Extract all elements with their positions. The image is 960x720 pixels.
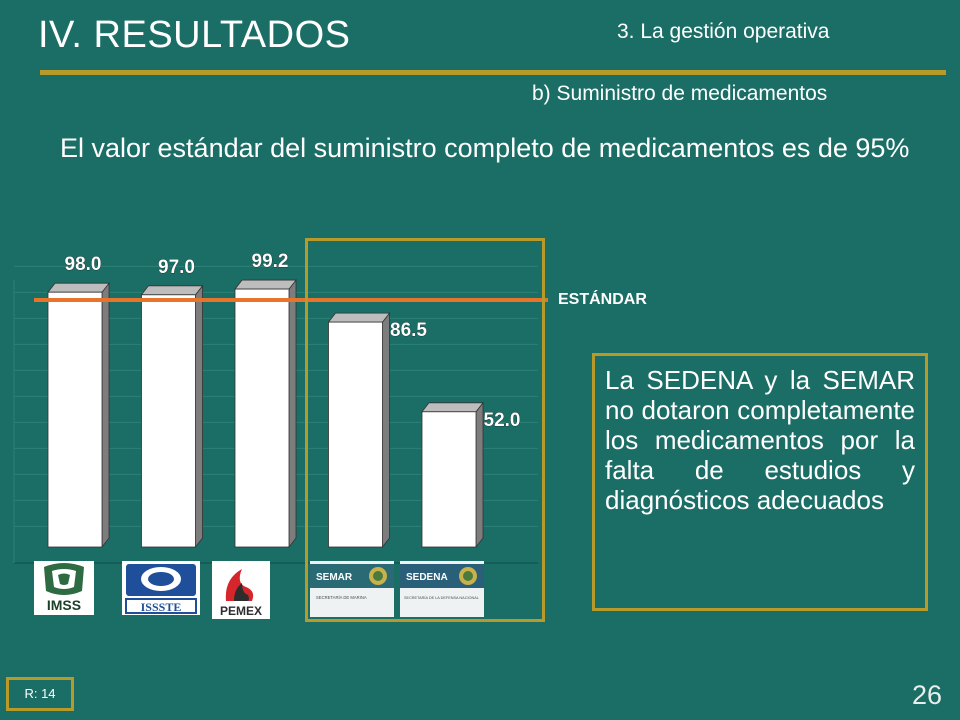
page-title: IV. RESULTADOS (38, 14, 351, 56)
lead-statement: El valor estándar del suministro complet… (60, 133, 910, 163)
semar-logo-subtext: SECRETARÍA DE MARINA (316, 595, 367, 600)
bar-imss (47, 282, 110, 549)
bar-front (234, 288, 290, 548)
bar-front (141, 294, 196, 548)
sedena-emblem-icon: SEDENA SECRETARÍA DE LA DEFENSA NACIONAL (400, 561, 484, 617)
chart-value-labels: 98.0 97.0 99.2 86.5 52.0 (64, 251, 521, 431)
chart-bars (47, 278, 484, 549)
semar-emblem-icon: SEMAR SECRETARÍA DE MARINA (310, 561, 394, 617)
reference-code: R: 14 (24, 686, 56, 701)
bar-side (288, 278, 297, 549)
page-number: 26 (912, 680, 943, 710)
bar-semar (327, 311, 391, 549)
bar-value-label: 52.0 (484, 410, 521, 431)
bar-side (195, 284, 203, 549)
bar-front (47, 291, 103, 548)
pemex-logo: PEMEX (212, 561, 270, 619)
semar-logo-text: SEMAR (316, 572, 353, 583)
semar-sedena-highlight-frame (305, 238, 545, 622)
issste-logo-text: ISSSTE (141, 600, 182, 614)
imss-logo: IMSS (34, 561, 94, 615)
semar-logo: SEMAR SECRETARÍA DE MARINA (310, 561, 394, 617)
bar-front (328, 321, 383, 548)
bar-top (47, 282, 110, 293)
bar-value-label: 98.0 (65, 254, 102, 275)
bar-top (140, 285, 204, 296)
bar-issste (140, 284, 204, 549)
supply-bar-chart: 98.0 97.0 99.2 86.5 52.0 (13, 251, 548, 564)
imss-logo-text: IMSS (47, 597, 81, 613)
sedena-logo: SEDENA SECRETARÍA DE LA DEFENSA NACIONAL (400, 561, 484, 617)
reference-badge: R: 14 (6, 677, 74, 711)
sedena-logo-subtext: SECRETARÍA DE LA DEFENSA NACIONAL (404, 596, 479, 600)
title-divider (40, 70, 946, 75)
sedena-logo-text: SEDENA (406, 572, 448, 583)
imss-emblem-icon: IMSS (44, 563, 84, 613)
bar-pemex (234, 278, 297, 549)
bar-top (234, 279, 297, 290)
bar-side (101, 282, 110, 549)
issste-logo: ISSSTE (122, 561, 200, 615)
standard-line-label: ESTÁNDAR (558, 291, 647, 308)
bar-value-label: 99.2 (252, 251, 289, 272)
subsection-heading: b) Suministro de medicamentos (532, 82, 828, 105)
pemex-emblem-icon: PEMEX (220, 569, 262, 618)
bar-front (421, 411, 477, 548)
issste-emblem-icon: ISSSTE (125, 564, 197, 614)
bar-value-label: 97.0 (158, 257, 195, 278)
section-heading: 3. La gestión operativa (617, 20, 830, 43)
bar-sedena (421, 401, 484, 549)
finding-note-text: La SEDENA y la SEMAR no dotaron completa… (605, 365, 915, 515)
bar-value-label: 86.5 (390, 320, 427, 341)
pemex-logo-text: PEMEX (220, 604, 262, 618)
finding-note: La SEDENA y la SEMAR no dotaron completa… (592, 353, 928, 611)
